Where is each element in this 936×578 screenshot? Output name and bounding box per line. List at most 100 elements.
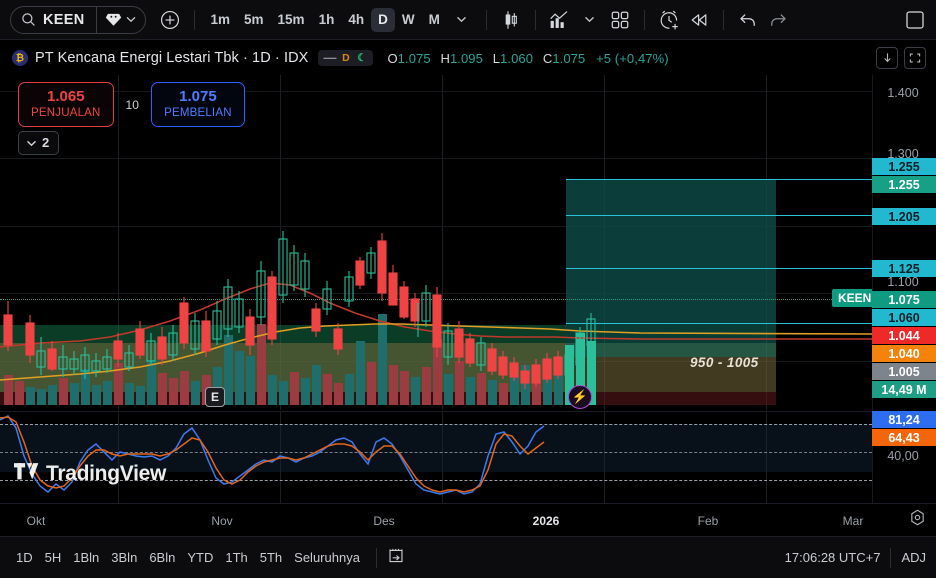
redo-button[interactable] — [763, 5, 793, 35]
price-scale[interactable]: 1.400 1.300 1.100 1.255 1.255 1.205 1.12… — [872, 75, 936, 503]
range-ytd[interactable]: YTD — [187, 550, 214, 565]
time-tick-mar: Mar — [842, 514, 864, 528]
price-tag-1255-teal[interactable]: 1.255 — [872, 176, 936, 193]
price-series-svg — [0, 231, 872, 405]
sell-price: 1.065 — [47, 88, 85, 105]
badge-moon-icon: ☾ — [357, 52, 367, 64]
legend-title[interactable]: PT Kencana Energi Lestari Tbk · 1D · IDX — [35, 50, 309, 66]
adjustment-toggle[interactable]: ADJ — [901, 550, 926, 565]
ohlc-low-value: 1.060 — [500, 50, 534, 66]
range-6bln[interactable]: 6Bln — [149, 550, 176, 565]
add-symbol-button[interactable] — [155, 5, 185, 35]
grid-line-h — [0, 293, 872, 294]
price-tag-1205[interactable]: 1.205 — [872, 208, 936, 225]
toolbar-divider-5 — [722, 9, 724, 30]
layout-templates-button[interactable] — [605, 5, 635, 35]
timeframe-d[interactable]: D — [371, 7, 395, 32]
stoch-tag-d[interactable]: 64,43 — [872, 429, 936, 446]
buy-label: PEMBELIAN — [164, 107, 232, 119]
timescale-settings-button[interactable] — [906, 509, 928, 531]
goto-date-button[interactable] — [387, 546, 405, 570]
price-tick-1400: 1.400 — [887, 86, 919, 100]
range-3bln[interactable]: 3Bln — [111, 550, 138, 565]
alert-button[interactable] — [654, 5, 684, 35]
timeframe-m[interactable]: M — [428, 11, 440, 27]
level-line-1255[interactable] — [566, 179, 872, 180]
timeframe-15m[interactable]: 15m — [277, 11, 305, 27]
compare-button[interactable] — [97, 7, 145, 33]
chevron-down-icon — [26, 135, 37, 150]
layout-button[interactable] — [900, 5, 930, 35]
grid-line-h — [0, 226, 872, 227]
lot-size-value: 2 — [42, 135, 50, 150]
range-5th[interactable]: 5Th — [259, 550, 283, 565]
calendar-goto-icon — [387, 546, 405, 570]
indicators-button[interactable] — [545, 5, 575, 35]
time-tick-feb: Feb — [697, 514, 719, 528]
zone-resistance-mid — [566, 215, 776, 268]
main-chart-pane[interactable]: 950 - 1005 — [0, 75, 872, 410]
candlestick-icon — [500, 9, 522, 31]
stoch-series-svg — [0, 415, 545, 495]
lightning-badge[interactable]: ⚡ — [568, 385, 592, 409]
tradingview-logo-icon — [14, 462, 40, 486]
range-seluruhnya[interactable]: Seluruhnya — [294, 550, 360, 565]
level-line-1060[interactable] — [566, 323, 872, 324]
single-layout-icon — [905, 10, 925, 30]
download-icon[interactable] — [876, 47, 898, 69]
timeframe-4h[interactable]: 4h — [348, 11, 365, 27]
stochastic-pane[interactable] — [0, 411, 872, 503]
session-badges: — D ☾ — [318, 50, 374, 66]
undo-icon — [737, 9, 759, 31]
sell-order-button[interactable]: 1.065 PENJUALAN — [18, 82, 114, 127]
earnings-badge[interactable]: E — [205, 387, 225, 407]
footer-right-group: 17:06:28 UTC+7 ADJ — [784, 547, 926, 568]
symbol-name: KEEN — [43, 11, 85, 28]
stoch-tag-k[interactable]: 81,24 — [872, 411, 936, 428]
indicators-dropdown-button[interactable] — [575, 5, 605, 35]
ohlc-high-key: H — [440, 50, 450, 66]
price-tag-1125[interactable]: 1.125 — [872, 260, 936, 277]
price-tag-current-1075[interactable]: 1.075 — [872, 291, 936, 308]
price-tag-1255-cyan[interactable]: 1.255 — [872, 158, 936, 175]
timeframe-w[interactable]: W — [401, 11, 415, 27]
timeframe-1h[interactable]: 1h — [318, 11, 335, 27]
undo-button[interactable] — [733, 5, 763, 35]
timeframe-1m[interactable]: 1m — [210, 11, 231, 27]
candlesticks — [3, 231, 596, 389]
replay-button[interactable] — [684, 5, 714, 35]
toolbar-divider-4 — [643, 9, 645, 30]
symbol-search-pill[interactable]: KEEN — [10, 5, 146, 34]
range-5h[interactable]: 5H — [44, 550, 62, 565]
grid-line-v — [280, 75, 281, 410]
zone-label-950-1005: 950 - 1005 — [690, 355, 759, 370]
level-line-1125[interactable] — [566, 268, 872, 269]
price-tag-1005[interactable]: 1.005 — [872, 363, 936, 380]
chart-type-button[interactable] — [496, 5, 526, 35]
lot-size-selector[interactable]: 2 — [18, 131, 60, 155]
range-1d[interactable]: 1D — [16, 550, 33, 565]
price-tick-1300: 1.300 — [887, 147, 919, 161]
buy-order-button[interactable]: 1.075 PEMBELIAN — [150, 82, 245, 127]
time-scale[interactable]: Okt Nov Des 2026 Feb Mar — [0, 503, 936, 536]
range-1bln[interactable]: 1Bln — [73, 550, 100, 565]
range-1th[interactable]: 1Th — [225, 550, 248, 565]
price-tag-1060[interactable]: 1.060 — [872, 309, 936, 326]
zone-entry-band — [566, 323, 776, 357]
ohlc-close-value: 1.075 — [552, 50, 586, 66]
price-tag-volume[interactable]: 14,49 M — [872, 381, 936, 398]
level-line-1205[interactable] — [566, 215, 872, 216]
timeframe-dropdown-button[interactable] — [447, 5, 477, 35]
grid-line-h — [0, 158, 872, 159]
expand-icon[interactable] — [904, 47, 926, 69]
ohlc-change: +5 (+0,47%) — [596, 50, 669, 66]
grid-line-h — [0, 91, 872, 92]
order-quantity[interactable]: 10 — [125, 97, 139, 112]
price-tag-1044[interactable]: 1.044 — [872, 327, 936, 344]
symbol-search-button[interactable]: KEEN — [11, 7, 96, 33]
badge-day-session: D — [342, 52, 350, 64]
timeframe-5m[interactable]: 5m — [244, 11, 264, 27]
price-tag-1040[interactable]: 1.040 — [872, 345, 936, 362]
ohlc-high-value: 1.095 — [449, 50, 483, 66]
clock-time[interactable]: 17:06:28 UTC+7 — [784, 550, 881, 565]
